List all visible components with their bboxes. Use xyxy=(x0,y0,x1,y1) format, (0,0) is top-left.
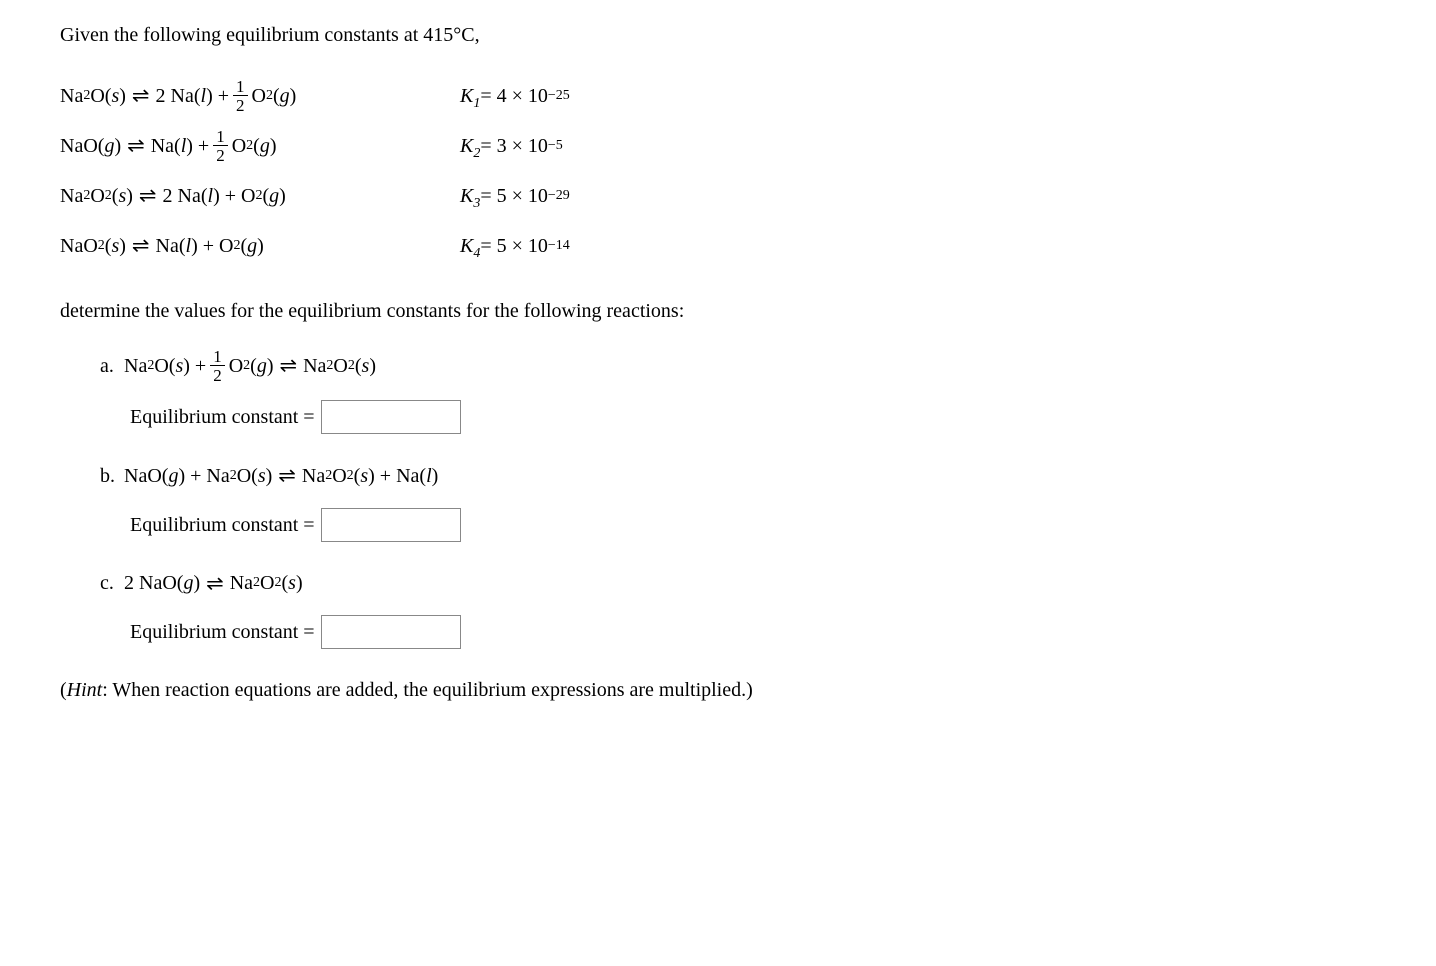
answer-label: Equilibrium constant = xyxy=(130,402,315,432)
part-b: b. NaO(g) + Na2O(s) ⇌ Na2O2(s) + Na(l) xyxy=(100,460,1376,492)
reaction-equation: Na2O(s)⇌2 Na(l) + 12 O2(g) xyxy=(60,78,460,114)
reaction-equation: NaO(g)⇌Na(l) + 12 O2(g) xyxy=(60,128,460,164)
answer-row-b: Equilibrium constant = xyxy=(130,508,1376,542)
part-a: a. Na2O(s) + 12 O2(g) ⇌ Na2O2(s) xyxy=(100,348,1376,384)
k-constant: K2 = 3 × 10−5 xyxy=(460,131,563,161)
hint-label: Hint xyxy=(67,679,103,701)
intro-text: Given the following equilibrium constant… xyxy=(60,20,1376,50)
part-c: c. 2 NaO(g) ⇌ Na2O2(s) xyxy=(100,568,1376,600)
reaction-row-3: Na2O2(s)⇌2 Na(l) + O2(g)K3 = 5 × 10−29 xyxy=(60,174,1376,218)
k-constant: K3 = 5 × 10−29 xyxy=(460,181,570,211)
hint-body: : When reaction equations are added, the… xyxy=(102,679,753,701)
question-parts: a. Na2O(s) + 12 O2(g) ⇌ Na2O2(s) Equilibr… xyxy=(60,348,1376,649)
answer-label: Equilibrium constant = xyxy=(130,617,315,647)
equilibrium-constant-input-a[interactable] xyxy=(321,400,461,434)
hint-text: (Hint: When reaction equations are added… xyxy=(60,675,1376,705)
reaction-equation: NaO2(s)⇌Na(l) + O2(g) xyxy=(60,230,460,262)
given-reactions-table: Na2O(s)⇌2 Na(l) + 12 O2(g)K1 = 4 × 10−25… xyxy=(60,74,1376,268)
answer-row-c: Equilibrium constant = xyxy=(130,615,1376,649)
reaction-row-1: Na2O(s)⇌2 Na(l) + 12 O2(g)K1 = 4 × 10−25 xyxy=(60,74,1376,118)
k-constant: K1 = 4 × 10−25 xyxy=(460,81,570,111)
prompt-text: determine the values for the equilibrium… xyxy=(60,296,1376,326)
reaction-row-4: NaO2(s)⇌Na(l) + O2(g)K4 = 5 × 10−14 xyxy=(60,224,1376,268)
k-constant: K4 = 5 × 10−14 xyxy=(460,231,570,261)
answer-row-a: Equilibrium constant = xyxy=(130,400,1376,434)
equilibrium-constant-input-b[interactable] xyxy=(321,508,461,542)
equilibrium-constant-input-c[interactable] xyxy=(321,615,461,649)
reaction-row-2: NaO(g)⇌Na(l) + 12 O2(g)K2 = 3 × 10−5 xyxy=(60,124,1376,168)
reaction-equation: Na2O2(s)⇌2 Na(l) + O2(g) xyxy=(60,180,460,212)
answer-label: Equilibrium constant = xyxy=(130,510,315,540)
